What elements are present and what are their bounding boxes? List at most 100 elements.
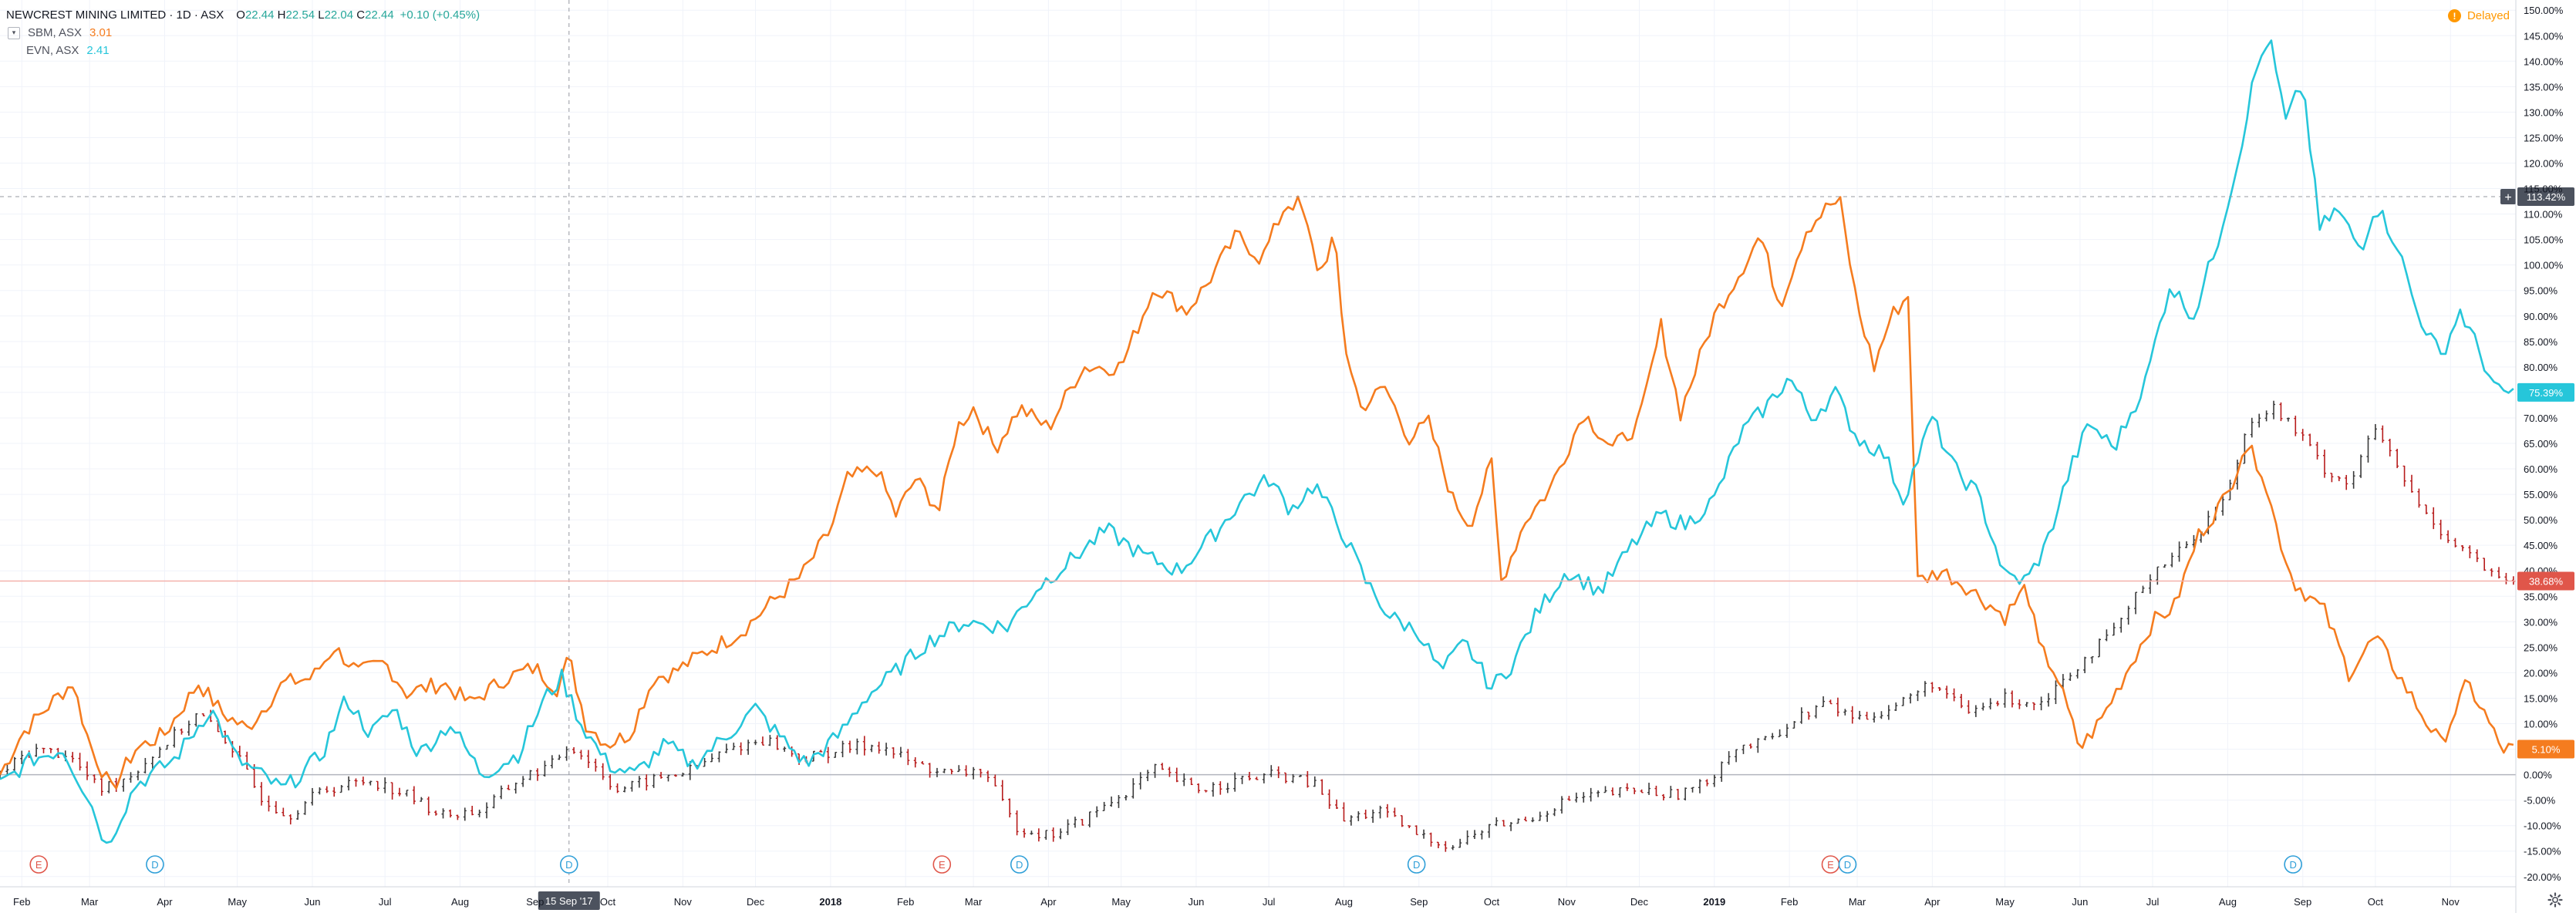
y-tick-label: -5.00% [2524,795,2556,807]
x-tick-label: Jul [2146,896,2160,908]
legend-series-evn[interactable]: EVN, ASX 2.41 [6,42,480,59]
legend-series-sbm[interactable]: ▾ SBM, ASX 3.01 [6,24,480,42]
x-tick-label: Sep [526,896,544,908]
last-value-label: 5.10% [2532,744,2561,756]
y-tick-label: 125.00% [2524,132,2564,143]
change-readout: +0.10 (+0.45%) [400,8,480,22]
x-tick-label: Nov [2442,896,2460,908]
dividend-marker [146,855,164,874]
x-tick-label: Feb [897,896,914,908]
last-value-tag [2517,739,2574,759]
y-tick-label: 80.00% [2524,362,2558,373]
x-tick-label: Apr [1924,896,1940,908]
y-tick-label: 115.00% [2524,184,2563,195]
last-value-tag [2517,382,2574,402]
y-tick-label: 55.00% [2524,489,2558,500]
grid [0,0,2516,887]
collapse-legend-button[interactable]: ▾ [8,26,20,39]
dividend-marker [559,855,578,874]
y-tick-label: 110.00% [2524,209,2563,221]
crosshair-date-tag [538,891,600,910]
x-tick-label: Jun [2072,896,2088,908]
ohlc-close-key: C [356,8,366,22]
x-tick-label: Oct [2368,896,2384,908]
clock-icon: ! [2447,9,2461,22]
legend-main: NEWCREST MINING LIMITED · 1D · ASX O22.4… [6,6,480,24]
series-line-evn [0,39,2514,844]
series-line-sbm [0,195,2514,790]
delayed-label: Delayed [2466,9,2510,22]
marker-letter: E [939,859,946,871]
y-tick-label: 145.00% [2524,30,2564,42]
x-tick-label: Sep [2294,896,2311,908]
series-symbol[interactable]: EVN, ASX [26,44,79,57]
y-tick-label: 135.00% [2524,81,2564,93]
y-tick-label: 140.00% [2524,56,2564,67]
marker-letter: E [1827,859,1834,871]
x-tick-label: Oct [1484,896,1500,908]
dividend-marker [2284,855,2302,874]
marker-letter: D [565,859,572,871]
series-value: 2.41 [86,44,110,57]
settings-button[interactable] [2545,890,2565,910]
y-tick-label: 85.00% [2524,336,2558,348]
x-tick-label: 2019 [1703,896,1725,908]
marker-letter: E [35,859,42,871]
y-tick-label: -20.00% [2524,871,2561,883]
last-value-tag [2517,571,2574,591]
marker-letter: D [1844,859,1851,871]
x-tick-label: Jul [379,896,392,908]
x-tick-label: Oct [600,896,616,908]
price-tags: 5.10% 75.39% 38.68% [0,382,2574,759]
series-value: 3.01 [89,26,113,39]
ohlc-open-key: O [236,8,245,22]
crosshair-date-label: 15 Sep '17 [545,895,593,907]
y-tick-label: 25.00% [2524,642,2558,653]
y-tick-label: 35.00% [2524,591,2558,602]
x-tick-label: Aug [1335,896,1353,908]
dividend-marker [1838,855,1857,874]
series-lines [0,39,2514,844]
symbol-title[interactable]: NEWCREST MINING LIMITED · 1D · ASX [6,8,224,22]
y-tick-label: 30.00% [2524,616,2558,628]
marker-letter: D [151,859,158,871]
y-tick-label: 65.00% [2524,438,2558,450]
gear-icon [2547,892,2563,908]
x-tick-label: Aug [451,896,469,908]
y-tick-label: 120.00% [2524,157,2564,169]
legend: NEWCREST MINING LIMITED · 1D · ASX O22.4… [6,6,480,59]
y-tick-label: 150.00% [2524,5,2564,16]
x-tick-label: May [1111,896,1131,908]
series-symbol[interactable]: SBM, ASX [28,26,83,39]
x-tick-label: Mar [81,896,99,908]
delayed-badge[interactable]: ! Delayed [2447,9,2510,22]
y-tick-label: 50.00% [2524,514,2558,526]
x-tick-label: Dec [747,896,765,908]
x-tick-label: May [228,896,247,908]
x-tick-label: Jun [1188,896,1204,908]
y-tick-label: 45.00% [2524,540,2558,551]
chevron-down-icon: ▾ [12,29,16,36]
ohlc-high-key: H [277,8,286,22]
y-tick-label: 105.00% [2524,234,2564,246]
add-alert-button [2500,188,2516,204]
y-tick-label: 20.00% [2524,667,2558,679]
ncm-bars [0,400,2515,852]
marker-letter: D [1016,859,1023,871]
x-tick-label: Sep [1410,896,1428,908]
y-tick-label: 0.00% [2524,770,2552,781]
y-tick-label: 90.00% [2524,311,2558,322]
ohlc-low: 22.04 [324,8,354,22]
ohlc-low-key: L [318,8,325,22]
x-tick-label: 2018 [819,896,841,908]
last-value-label: 38.68% [2529,575,2564,587]
ohlc-readout: O22.44 H22.54 L22.04 C22.44 [236,6,393,24]
x-tick-label: Nov [674,896,693,908]
y-tick-label: 130.00% [2524,106,2564,118]
x-tick-label: May [1995,896,2015,908]
marker-letter: D [2289,859,2296,871]
x-tick-label: Mar [965,896,983,908]
